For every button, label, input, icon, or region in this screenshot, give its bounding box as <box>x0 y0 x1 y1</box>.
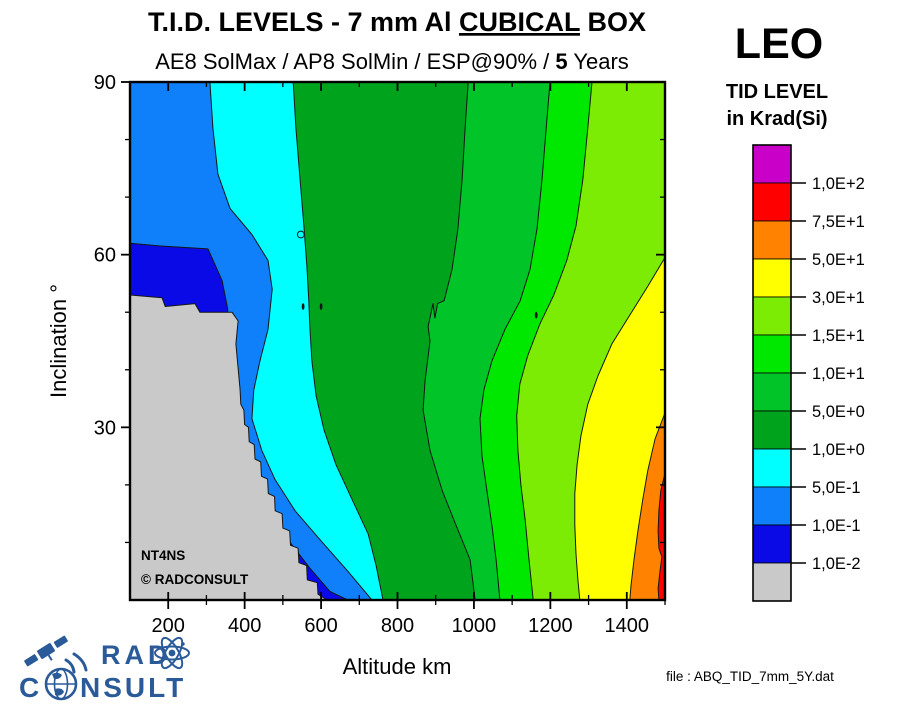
legend-band <box>752 524 792 564</box>
legend-value-label: 5,0E-1 <box>812 479 861 497</box>
contour-artifact-blip <box>301 303 305 310</box>
x-tick-label: 400 <box>228 615 261 637</box>
contour-layers <box>130 82 665 600</box>
legend-value-label: 1,0E+1 <box>812 365 865 383</box>
legend-colorbar: 1,0E+2 7,5E+1 5,0E+1 3,0E+1 1,5E+1 1,0E+1 5,0E… <box>752 144 865 602</box>
contour-band-1,0E-2 <box>130 294 328 600</box>
legend-value-label: 5,0E+0 <box>812 403 865 421</box>
y-tick-label: 90 <box>94 72 116 94</box>
legend-band <box>752 562 792 602</box>
legend-band <box>752 296 792 336</box>
plot-area: 200 400 600 800 1000 1200 1400 30 60 90 <box>94 72 667 637</box>
x-axis-title: Altitude km <box>343 654 452 679</box>
legend-value-label: 5,0E+1 <box>812 251 865 269</box>
legend-value-label: 3,0E+1 <box>812 289 865 307</box>
x-tick-label: 200 <box>152 615 185 637</box>
watermark-line1: NT4NS <box>141 548 185 563</box>
legend-value-label: 1,0E-2 <box>812 555 861 573</box>
legend-band <box>752 486 792 526</box>
y-tick-label: 30 <box>94 417 116 439</box>
contour-artifact-blip <box>534 311 538 319</box>
contour-artifact-blip <box>319 303 323 310</box>
y-tick-label: 60 <box>94 245 116 267</box>
legend-band <box>752 334 792 374</box>
logo-radconsult: RAD C NSULT <box>19 635 190 703</box>
chart-title: T.I.D. LEVELS - 7 mm Al CUBICAL BOX <box>148 7 646 37</box>
legend-band <box>752 182 792 222</box>
file-label: file : ABQ_TID_7mm_5Y.dat <box>666 669 834 684</box>
region-label: LEO <box>735 20 823 68</box>
legend-title-line2: in Krad(Si) <box>726 108 827 130</box>
x-tick-label: 800 <box>381 615 414 637</box>
legend-band <box>752 144 792 184</box>
legend-value-label: 1,5E+1 <box>812 327 865 345</box>
globe-icon <box>44 667 78 701</box>
legend-value-label: 1,0E+0 <box>812 441 865 459</box>
legend-value-label: 7,5E+1 <box>812 213 865 231</box>
legend-title-line1: TID LEVEL <box>726 81 828 103</box>
chart-title-underlined: CUBICAL <box>459 7 580 37</box>
legend-band <box>752 372 792 412</box>
logo-word2-end: NSULT <box>80 672 186 703</box>
legend-value-label: 1,0E-1 <box>812 517 861 535</box>
x-tick-label: 1400 <box>605 615 650 637</box>
legend-band <box>752 258 792 298</box>
x-tick-label: 600 <box>304 615 337 637</box>
atom-icon <box>154 636 190 670</box>
x-tick-label: 1000 <box>452 615 497 637</box>
logo-word1: RAD <box>101 640 172 670</box>
x-tick-label: 1200 <box>528 615 573 637</box>
y-axis-title: Inclination ° <box>46 284 71 398</box>
legend-value-label: 1,0E+2 <box>812 175 865 193</box>
logo-word2-start: C <box>19 672 39 703</box>
legend-band <box>752 220 792 260</box>
satellite-icon <box>24 635 88 674</box>
chart-subtitle: AE8 SolMax / AP8 SolMin / ESP@90% / 5 Ye… <box>155 49 629 74</box>
watermark-line2: © RADCONSULT <box>141 572 249 587</box>
contour-artifact-loop <box>296 230 305 239</box>
legend-band <box>752 448 792 488</box>
legend-band <box>752 410 792 450</box>
